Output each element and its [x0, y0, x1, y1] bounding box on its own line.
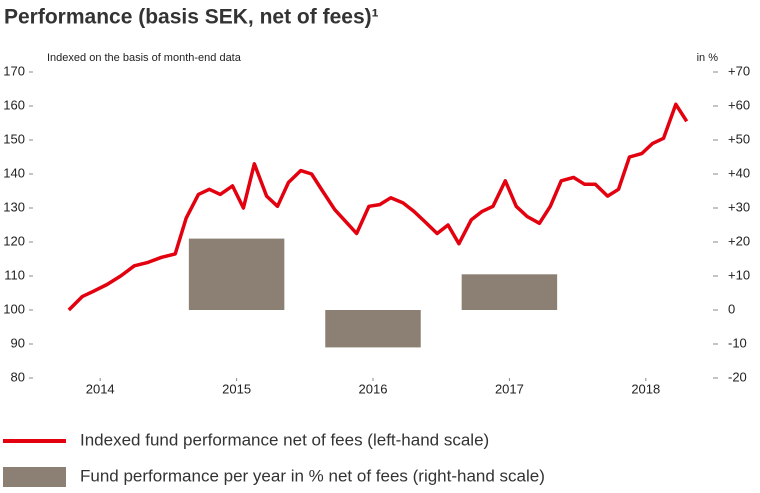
y-tick-label: 110	[4, 267, 25, 282]
y2-tick-label: +20	[728, 233, 750, 248]
y2-tick-label: 0	[728, 301, 735, 316]
x-tick-label: 2018	[631, 381, 660, 396]
y2-tick-label: +40	[728, 165, 750, 180]
legend-label: Indexed fund performance net of fees (le…	[80, 430, 489, 449]
y2-tick-label: +70	[728, 63, 750, 78]
y2-tick-label: +50	[728, 131, 750, 146]
legend-label: Fund performance per year in % net of fe…	[80, 466, 545, 485]
y2-unit: in %	[697, 52, 719, 64]
y-tick-label: 100	[3, 301, 25, 316]
bar	[461, 274, 558, 310]
legend-swatch	[3, 467, 66, 487]
bar	[325, 310, 421, 348]
y-tick-label: 120	[3, 233, 25, 248]
y-tick-label: 170	[3, 63, 25, 78]
y-tick-label: 90	[11, 335, 25, 350]
y2-tick-label: +10	[728, 267, 750, 282]
y2-tick-label: -20	[728, 369, 747, 384]
data-line	[67, 102, 689, 312]
y2-tick-label: -10	[728, 335, 747, 350]
y-tick-label: 130	[3, 199, 25, 214]
y2-tick-label: +30	[728, 199, 750, 214]
bar	[188, 238, 285, 310]
x-tick-label: 2014	[86, 381, 115, 396]
y-tick-label: 150	[3, 131, 25, 146]
x-tick-label: 2017	[495, 381, 524, 396]
x-tick-label: 2015	[222, 381, 251, 396]
y-tick-label: 140	[3, 165, 25, 180]
chart-title: Performance (basis SEK, net of fees)¹	[4, 6, 379, 29]
y-tick-label: 80	[11, 369, 25, 384]
y-tick-label: 160	[3, 97, 25, 112]
subtitle: Indexed on the basis of month-end data	[47, 52, 242, 64]
y2-tick-label: +60	[728, 97, 750, 112]
x-tick-label: 2016	[359, 381, 388, 396]
